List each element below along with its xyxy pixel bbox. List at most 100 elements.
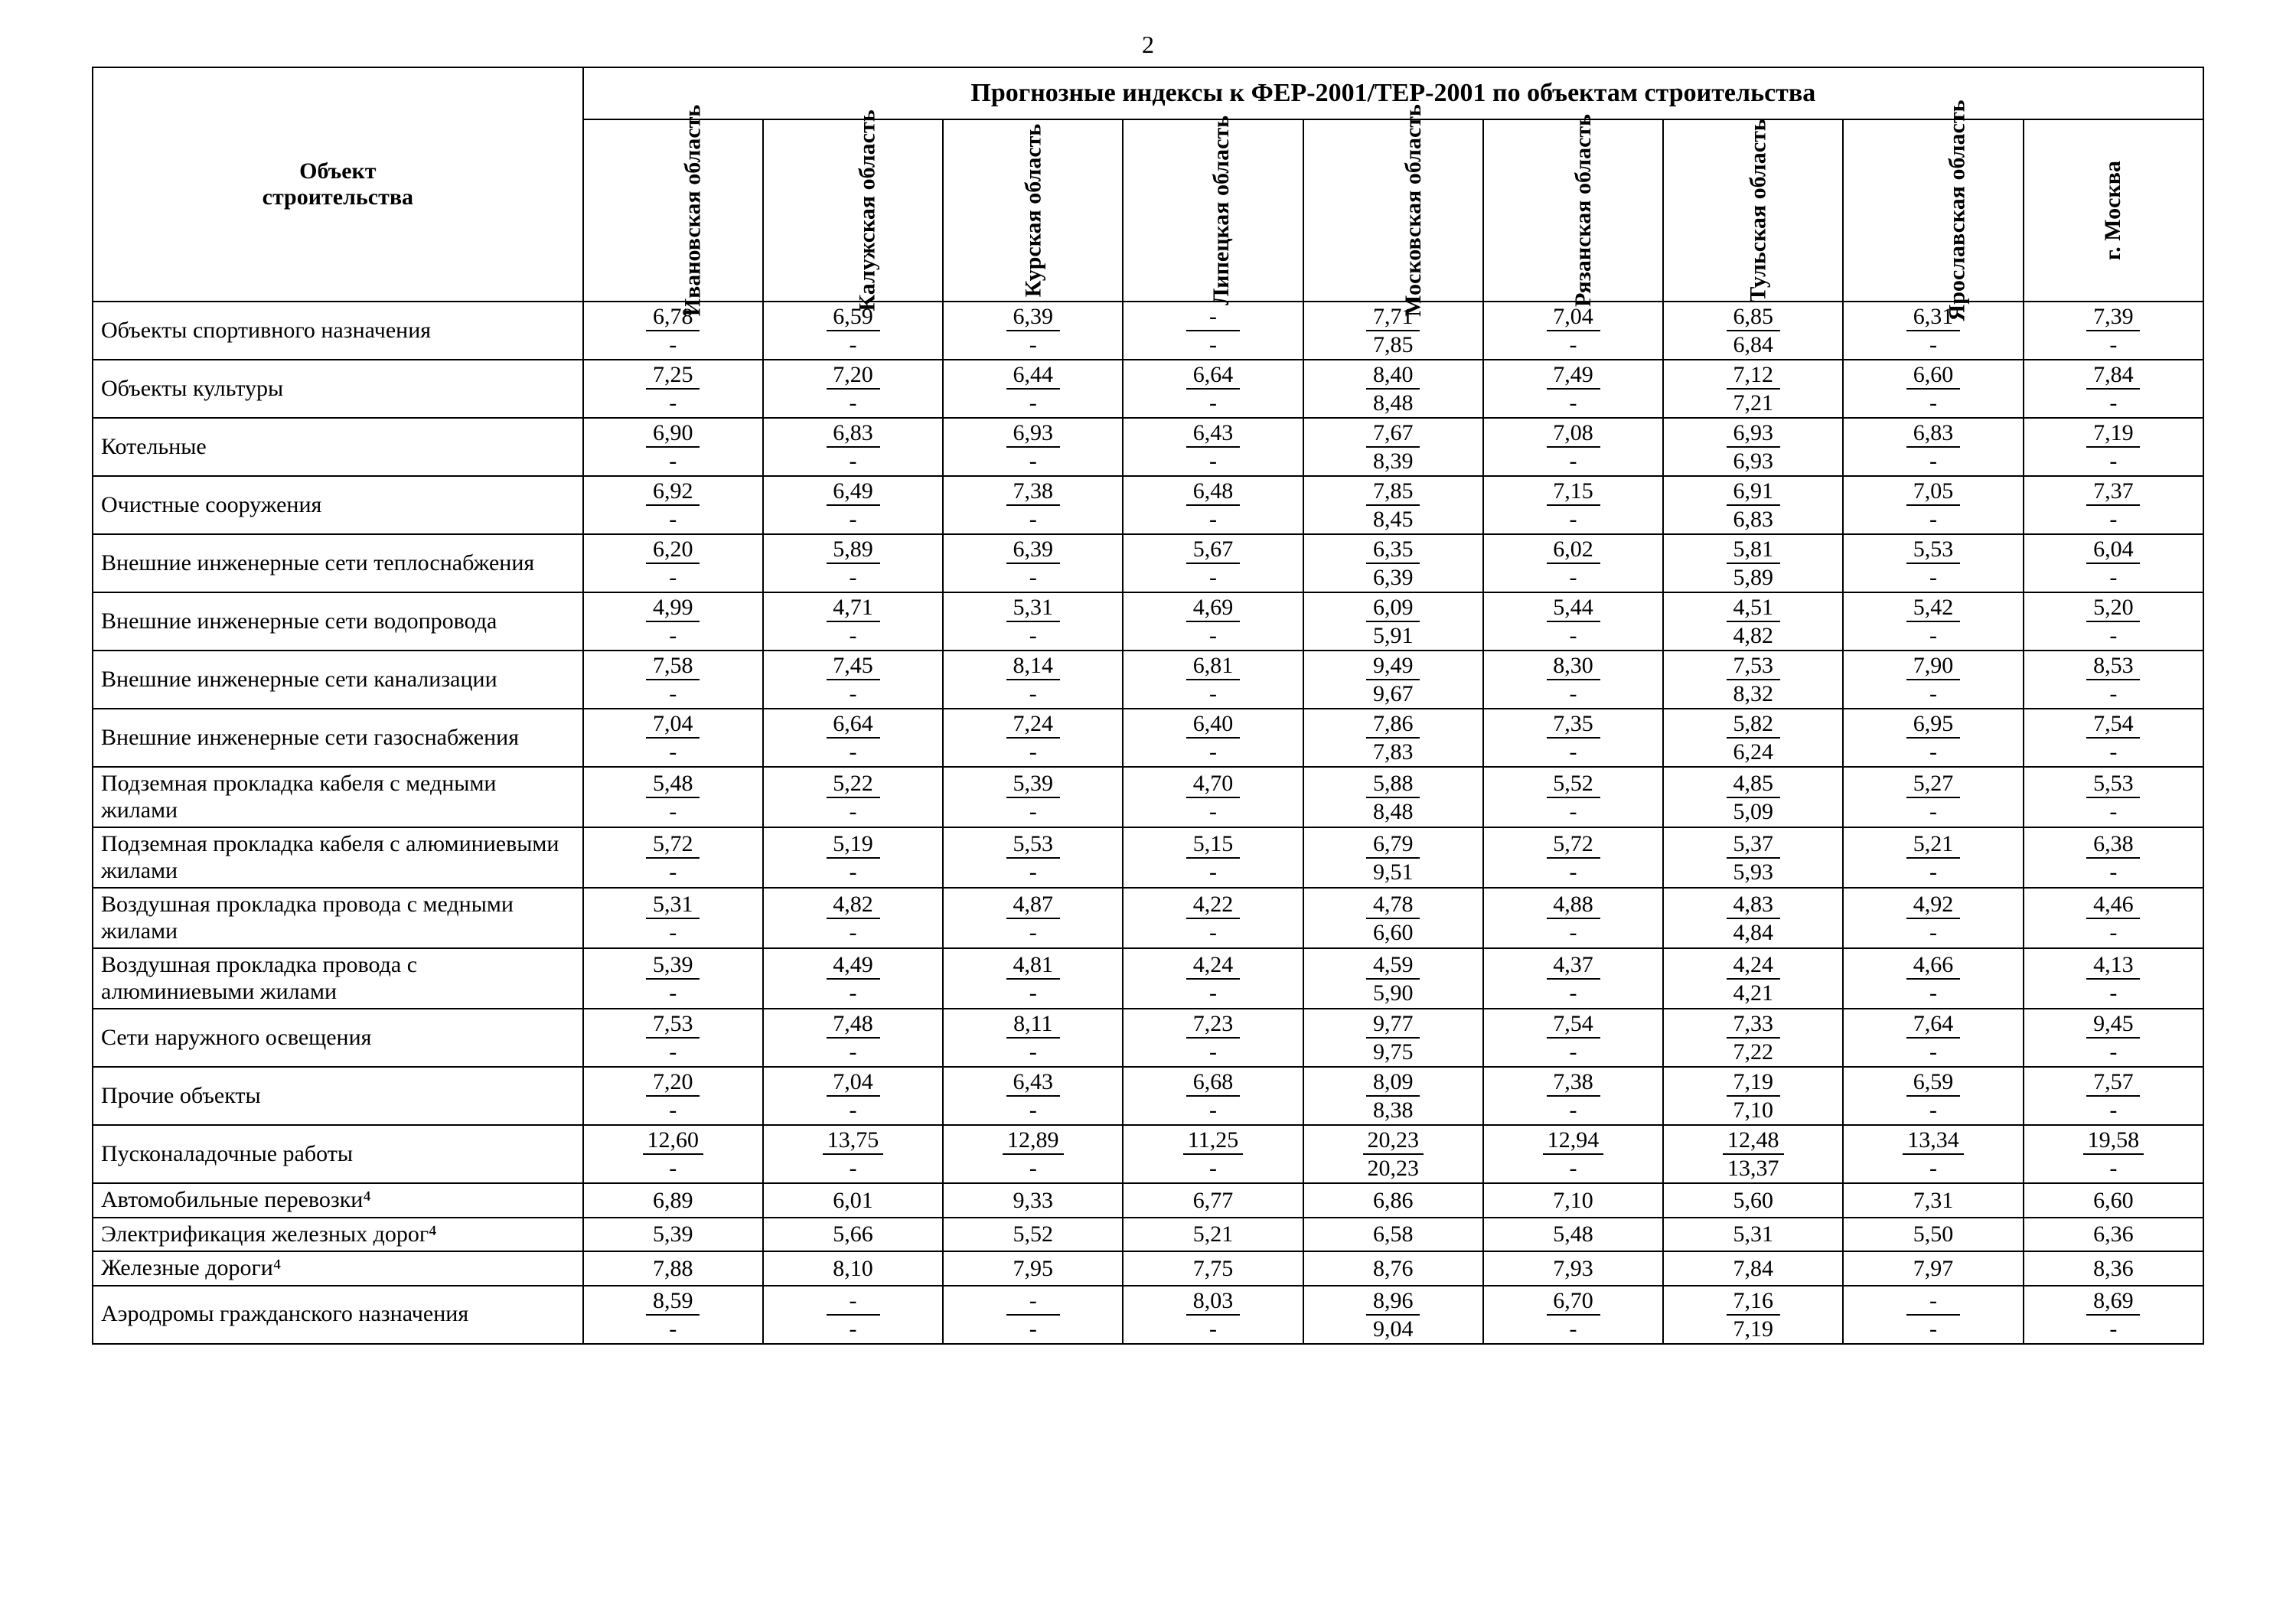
table-row: Подземная прокладка кабеля с медными жил… xyxy=(93,767,2203,827)
cell-value: 7,20- xyxy=(763,360,943,418)
cell-value: 7,45- xyxy=(763,651,943,709)
cell-value: 6,81- xyxy=(1123,651,1303,709)
cell-value: 6,60 xyxy=(2024,1183,2203,1218)
document-page: 2 Объект строительства Прогнозные индекс… xyxy=(92,31,2204,1345)
cell-value: 7,88 xyxy=(583,1251,763,1286)
cell-value: 8,11- xyxy=(943,1009,1123,1067)
cell-value: 7,97 xyxy=(1843,1251,2023,1286)
region-header-4: Московская область xyxy=(1303,119,1483,302)
forecast-index-table: Объект строительства Прогнозные индексы … xyxy=(92,67,2204,1345)
cell-value: 5,39- xyxy=(583,948,763,1009)
row-label: Объекты спортивного назначения xyxy=(93,302,583,360)
cell-value: 4,81- xyxy=(943,948,1123,1009)
cell-value: 7,93 xyxy=(1483,1251,1663,1286)
cell-value: 8,76 xyxy=(1303,1251,1483,1286)
cell-value: 5,53- xyxy=(943,827,1123,888)
region-header-2: Курская область xyxy=(943,119,1123,302)
cell-value: 7,858,45 xyxy=(1303,476,1483,534)
cell-value: 4,71- xyxy=(763,592,943,651)
cell-value: 7,127,21 xyxy=(1663,360,1843,418)
row-label: Прочие объекты xyxy=(93,1067,583,1125)
cell-value: 9,499,67 xyxy=(1303,651,1483,709)
cell-value: 5,31 xyxy=(1663,1218,1843,1252)
table-row: Пусконаладочные работы12,60-13,75-12,89-… xyxy=(93,1125,2203,1183)
cell-value: 8,408,48 xyxy=(1303,360,1483,418)
table-row: Подземная прокладка кабеля с алюминиевым… xyxy=(93,827,2203,888)
region-header-label: Курская область xyxy=(1020,124,1046,298)
cell-value: 5,888,48 xyxy=(1303,767,1483,827)
cell-value: 6,43- xyxy=(943,1067,1123,1125)
region-header-label: Московская область xyxy=(1401,104,1427,317)
cell-value: 9,779,75 xyxy=(1303,1009,1483,1067)
cell-value: 6,64- xyxy=(1123,360,1303,418)
cell-value: 5,52 xyxy=(943,1218,1123,1252)
table-row: Котельные6,90-6,83-6,93-6,43-7,678,397,0… xyxy=(93,418,2203,476)
cell-value: 5,66 xyxy=(763,1218,943,1252)
cell-value: 6,92- xyxy=(583,476,763,534)
cell-value: 5,50 xyxy=(1843,1218,2023,1252)
cell-value: 5,31- xyxy=(943,592,1123,651)
cell-value: 7,538,32 xyxy=(1663,651,1843,709)
cell-value: 11,25- xyxy=(1123,1125,1303,1183)
table-row: Внешние инженерные сети канализации7,58-… xyxy=(93,651,2203,709)
cell-value: 4,82- xyxy=(763,888,943,948)
cell-value: 4,244,21 xyxy=(1663,948,1843,1009)
cell-value: 8,969,04 xyxy=(1303,1286,1483,1344)
cell-value: 7,717,85 xyxy=(1303,302,1483,360)
cell-value: 6,31- xyxy=(1843,302,2023,360)
table-row: Сети наружного освещения7,53-7,48-8,11-7… xyxy=(93,1009,2203,1067)
cell-value: 4,92- xyxy=(1843,888,2023,948)
row-label: Железные дороги⁴ xyxy=(93,1251,583,1286)
cell-value: 6,39- xyxy=(943,302,1123,360)
cell-value: 4,87- xyxy=(943,888,1123,948)
cell-value: 7,54- xyxy=(1483,1009,1663,1067)
cell-value: 7,84 xyxy=(1663,1251,1843,1286)
cell-value: 6,83- xyxy=(763,418,943,476)
row-label: Электрификация железных дорог⁴ xyxy=(93,1218,583,1252)
cell-value: 5,48 xyxy=(1483,1218,1663,1252)
row-label: Подземная прокладка кабеля с медными жил… xyxy=(93,767,583,827)
cell-value: 7,15- xyxy=(1483,476,1663,534)
cell-value: 6,01 xyxy=(763,1183,943,1218)
table-row: Объекты культуры7,25-7,20-6,44-6,64-8,40… xyxy=(93,360,2203,418)
cell-value: 4,88- xyxy=(1483,888,1663,948)
row-label: Внешние инженерные сети канализации xyxy=(93,651,583,709)
object-header-text: Объект строительства xyxy=(263,158,413,210)
row-label: Внешние инженерные сети теплоснабжения xyxy=(93,534,583,592)
cell-value: 6,83- xyxy=(1843,418,2023,476)
cell-value: 8,59- xyxy=(583,1286,763,1344)
row-label: Котельные xyxy=(93,418,583,476)
cell-value: 5,89- xyxy=(763,534,943,592)
cell-value: 5,19- xyxy=(763,827,943,888)
cell-value: 6,77 xyxy=(1123,1183,1303,1218)
cell-value: 4,66- xyxy=(1843,948,2023,1009)
cell-value: 6,93- xyxy=(943,418,1123,476)
table-row: Прочие объекты7,20-7,04-6,43-6,68-8,098,… xyxy=(93,1067,2203,1125)
cell-value: 4,37- xyxy=(1483,948,1663,1009)
cell-value: 7,10 xyxy=(1483,1183,1663,1218)
cell-value: 12,94- xyxy=(1483,1125,1663,1183)
cell-value: 8,03- xyxy=(1123,1286,1303,1344)
cell-value: 6,78- xyxy=(583,302,763,360)
cell-value: 6,70- xyxy=(1483,1286,1663,1344)
cell-value: 5,72- xyxy=(1483,827,1663,888)
row-label: Очистные сооружения xyxy=(93,476,583,534)
cell-value: 7,49- xyxy=(1483,360,1663,418)
cell-value: 7,24- xyxy=(943,709,1123,767)
cell-value: 5,72- xyxy=(583,827,763,888)
cell-value: 7,95 xyxy=(943,1251,1123,1286)
cell-value: 7,64- xyxy=(1843,1009,2023,1067)
table-row: Автомобильные перевозки⁴6,896,019,336,77… xyxy=(93,1183,2203,1218)
region-header-label: Калужская область xyxy=(855,109,881,311)
row-label: Аэродромы гражданского назначения xyxy=(93,1286,583,1344)
cell-value: -- xyxy=(1843,1286,2023,1344)
cell-value: 5,44- xyxy=(1483,592,1663,651)
cell-value: 7,58- xyxy=(583,651,763,709)
cell-value: 7,197,10 xyxy=(1663,1067,1843,1125)
cell-value: 13,75- xyxy=(763,1125,943,1183)
cell-value: 7,04- xyxy=(763,1067,943,1125)
cell-value: 8,098,38 xyxy=(1303,1067,1483,1125)
cell-value: 5,52- xyxy=(1483,767,1663,827)
cell-value: 6,68- xyxy=(1123,1067,1303,1125)
cell-value: 6,48- xyxy=(1123,476,1303,534)
